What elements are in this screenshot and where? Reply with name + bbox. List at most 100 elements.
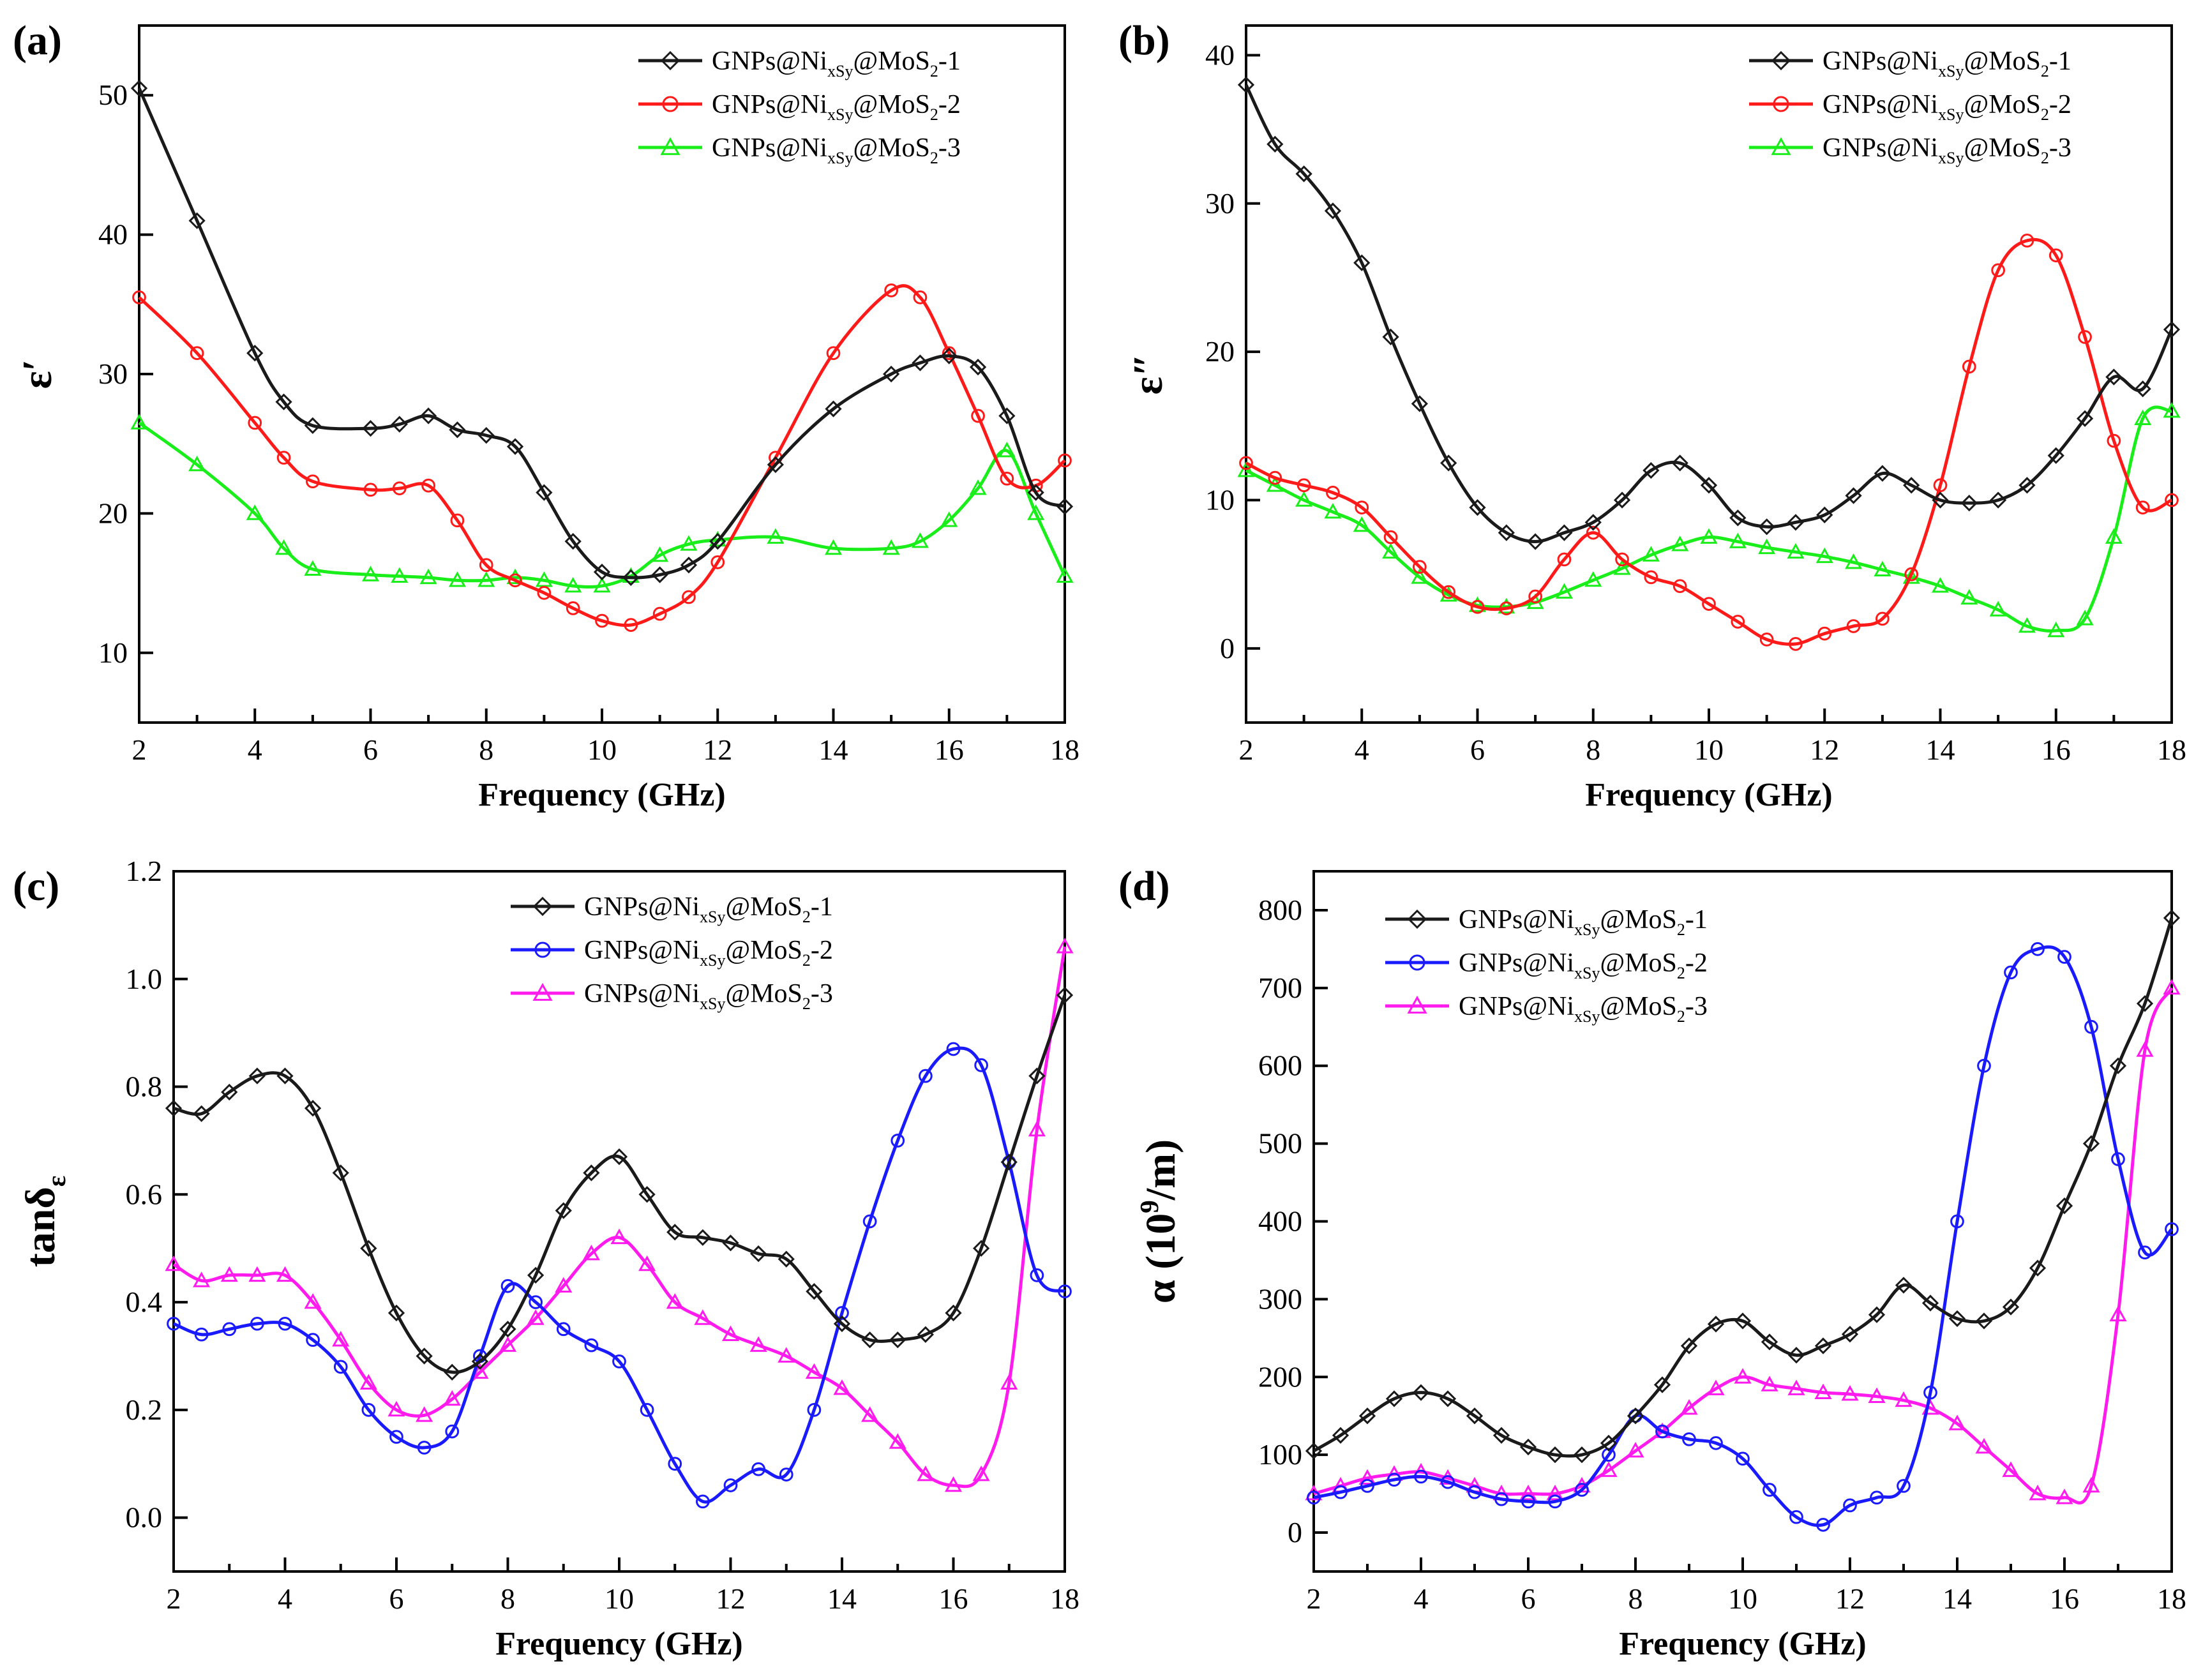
data-point bbox=[1575, 1483, 1589, 1497]
data-point bbox=[651, 566, 668, 583]
data-point bbox=[1734, 1312, 1752, 1330]
y-tick-label: 50 bbox=[98, 79, 128, 111]
data-point bbox=[419, 568, 437, 585]
data-point bbox=[767, 456, 785, 474]
x-tick-label: 10 bbox=[605, 1582, 634, 1615]
data-point bbox=[1056, 986, 1074, 1004]
data-point bbox=[583, 1164, 600, 1181]
data-point bbox=[2056, 1489, 2073, 1504]
data-point bbox=[1933, 478, 1948, 493]
data-point bbox=[1519, 1485, 1537, 1501]
data-point bbox=[506, 438, 524, 455]
data-point bbox=[1975, 1437, 1993, 1454]
data-point bbox=[416, 1406, 433, 1422]
data-point bbox=[1305, 1442, 1323, 1460]
series-line bbox=[173, 994, 1067, 1374]
data-point bbox=[584, 1338, 599, 1353]
data-point bbox=[130, 80, 148, 97]
data-point bbox=[2078, 330, 2092, 344]
data-point bbox=[1266, 476, 1284, 492]
data-point bbox=[450, 513, 465, 528]
data-point bbox=[778, 1347, 795, 1363]
y-tick-label: 0.2 bbox=[126, 1393, 163, 1426]
data-point bbox=[1546, 1485, 1564, 1501]
x-axis-label: Frequency (GHz) bbox=[495, 1626, 743, 1662]
plot-frame bbox=[1245, 24, 2173, 724]
data-point bbox=[825, 400, 842, 417]
data-point bbox=[1975, 1312, 1993, 1330]
data-point bbox=[508, 573, 522, 588]
data-point bbox=[1000, 1374, 1018, 1390]
data-point bbox=[1411, 395, 1429, 412]
legend-marker bbox=[1407, 909, 1427, 929]
data-point bbox=[1414, 1469, 1428, 1484]
data-point bbox=[666, 1293, 684, 1309]
data-point bbox=[891, 1134, 905, 1148]
data-point bbox=[593, 576, 611, 593]
x-tick-label: 14 bbox=[1943, 1582, 1972, 1615]
data-point bbox=[1700, 477, 1718, 494]
x-tick-label: 2 bbox=[1239, 733, 1254, 766]
data-point bbox=[1307, 1490, 1321, 1505]
data-point bbox=[919, 1069, 933, 1083]
panel-a: 2 4 6 8 10 12 14 16 18 10 20 30 40 50 Frequency (GHz) ε… bbox=[13, 17, 1079, 813]
data-point bbox=[2134, 380, 2151, 398]
y-tick-label: 0.0 bbox=[126, 1501, 163, 1534]
legend-marker bbox=[1407, 995, 1427, 1014]
x-tick-label: 14 bbox=[819, 733, 848, 766]
data-point bbox=[883, 365, 900, 383]
data-point bbox=[1058, 1284, 1072, 1299]
data-point bbox=[582, 1245, 600, 1261]
data-point bbox=[1355, 500, 1369, 514]
data-point bbox=[477, 426, 495, 444]
data-point bbox=[1734, 1368, 1752, 1384]
y-tick-label: 30 bbox=[1205, 187, 1235, 220]
series-line bbox=[1312, 917, 2174, 1458]
data-point bbox=[246, 504, 264, 520]
data-point bbox=[610, 1148, 628, 1166]
data-point bbox=[946, 1042, 961, 1056]
y-tick-label: 600 bbox=[1258, 1049, 1302, 1082]
data-point bbox=[1989, 601, 2007, 617]
data-point bbox=[1499, 601, 1514, 615]
data-point bbox=[391, 416, 408, 433]
x-tick-label: 8 bbox=[1586, 733, 1600, 766]
data-point bbox=[1816, 506, 1833, 523]
data-point bbox=[1787, 1347, 1805, 1364]
legend: GNPs@NixS​y​@MoS2​-1 GNPs@NixS​y​@MoS2​-2… bbox=[511, 892, 833, 1013]
data-point bbox=[1411, 568, 1429, 584]
data-point bbox=[387, 1400, 405, 1417]
data-point bbox=[2109, 1057, 2127, 1074]
data-point bbox=[188, 212, 206, 229]
data-point bbox=[248, 1067, 266, 1084]
data-point bbox=[2163, 401, 2181, 418]
y-axis-label: tanδε​ bbox=[17, 1176, 71, 1267]
x-tick-label: 16 bbox=[935, 733, 964, 766]
data-point bbox=[652, 606, 667, 621]
y-tick-label: 1.0 bbox=[126, 963, 163, 995]
data-point bbox=[1494, 1492, 1508, 1506]
legend-entry: GNPs@NixS​y​@MoS2​-3 bbox=[712, 133, 961, 167]
data-point bbox=[361, 1402, 376, 1417]
legend: GNPs@NixS​y​@MoS2​-1 GNPs@NixS​y​@MoS2​-2… bbox=[1385, 905, 1708, 1026]
data-point bbox=[1528, 589, 1542, 604]
data-point bbox=[1627, 1407, 1644, 1425]
x-tick-label: 6 bbox=[1521, 1582, 1536, 1615]
data-point bbox=[222, 1322, 237, 1337]
data-point bbox=[1326, 486, 1340, 500]
series-1 bbox=[1305, 910, 2181, 1464]
data-point bbox=[1903, 477, 1920, 494]
x-tick-label: 16 bbox=[2050, 1582, 2079, 1615]
data-point bbox=[805, 1363, 823, 1379]
data-point bbox=[1921, 1294, 1939, 1312]
data-point bbox=[1627, 1441, 1644, 1458]
data-point bbox=[807, 1402, 822, 1417]
data-point bbox=[2111, 1152, 2125, 1166]
data-point bbox=[694, 1309, 712, 1325]
y-tick-label: 0 bbox=[1220, 632, 1235, 664]
data-point bbox=[1466, 1407, 1484, 1425]
data-point bbox=[1584, 571, 1602, 587]
data-point bbox=[1758, 538, 1776, 555]
data-point bbox=[471, 1363, 489, 1379]
x-tick-label: 10 bbox=[1728, 1582, 1757, 1615]
